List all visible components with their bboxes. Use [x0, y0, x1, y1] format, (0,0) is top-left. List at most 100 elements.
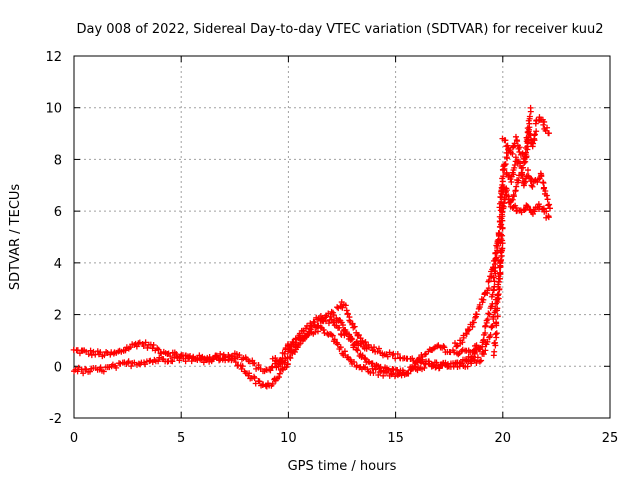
data-point	[380, 367, 387, 374]
data-point	[533, 128, 540, 135]
data-point	[504, 155, 511, 162]
data-point	[232, 359, 239, 366]
data-point	[342, 302, 349, 309]
data-point	[169, 358, 176, 365]
data-point	[489, 291, 496, 298]
data-point	[510, 191, 517, 198]
data-point	[142, 339, 149, 346]
data-point	[523, 153, 530, 160]
data-point	[512, 154, 519, 161]
x-tick-label: 15	[387, 431, 404, 446]
data-point	[470, 347, 477, 354]
data-point	[513, 183, 520, 190]
data-point	[472, 314, 479, 321]
data-point	[74, 368, 81, 375]
data-point	[519, 169, 526, 176]
data-point	[493, 320, 500, 327]
data-point	[441, 344, 448, 351]
data-point	[487, 331, 494, 338]
data-point	[499, 232, 506, 239]
data-point	[463, 330, 470, 337]
data-point	[497, 257, 504, 264]
data-point	[325, 310, 332, 317]
data-point	[284, 360, 291, 367]
data-point	[492, 339, 499, 346]
data-point	[82, 365, 89, 372]
data-point	[320, 317, 327, 324]
data-point	[336, 324, 343, 331]
data-point	[329, 332, 336, 339]
data-point	[331, 336, 338, 343]
y-tick-label: 12	[45, 50, 62, 65]
data-point	[113, 364, 120, 371]
data-point	[286, 346, 293, 353]
data-point	[391, 373, 398, 380]
data-point	[498, 221, 505, 228]
data-point	[482, 329, 489, 336]
x-tick-label: 10	[280, 431, 297, 446]
data-point	[300, 335, 307, 342]
data-point	[508, 179, 515, 186]
data-point	[511, 162, 518, 169]
data-point	[217, 350, 224, 357]
x-tick-label: 25	[602, 431, 619, 446]
data-point	[351, 341, 358, 348]
data-point	[524, 167, 531, 174]
chart-title: Day 008 of 2022, Sidereal Day-to-day VTE…	[76, 22, 603, 37]
data-point	[546, 205, 553, 212]
data-point	[339, 322, 346, 329]
data-point	[492, 256, 499, 263]
data-point	[122, 347, 129, 354]
data-point	[251, 359, 258, 366]
data-point	[415, 355, 422, 362]
data-point	[314, 328, 321, 335]
data-point	[276, 370, 283, 377]
data-point	[520, 164, 527, 171]
data-point	[512, 133, 519, 140]
data-point	[489, 264, 496, 271]
data-point	[421, 364, 428, 371]
data-point	[540, 121, 547, 128]
y-tick-label: 4	[54, 257, 62, 272]
data-point	[500, 173, 507, 180]
data-point	[531, 208, 538, 215]
data-point	[469, 348, 476, 355]
data-point	[509, 196, 516, 203]
data-point	[421, 351, 428, 358]
data-point	[486, 311, 493, 318]
data-point	[433, 359, 440, 366]
data-point	[239, 363, 246, 370]
data-point	[544, 196, 551, 203]
x-axis-label: GPS time / hours	[288, 459, 397, 474]
data-point	[494, 305, 501, 312]
data-point	[213, 354, 220, 361]
data-point	[497, 269, 504, 276]
data-point	[546, 201, 553, 208]
data-point	[486, 277, 493, 284]
data-point	[496, 275, 503, 282]
data-point	[251, 375, 258, 382]
data-point	[284, 354, 291, 361]
data-point	[339, 304, 346, 311]
data-point	[524, 129, 531, 136]
data-point	[509, 150, 516, 157]
data-point	[293, 339, 300, 346]
data-point	[371, 344, 378, 351]
data-point	[394, 350, 401, 357]
data-point	[220, 351, 227, 358]
data-point	[100, 368, 107, 375]
y-tick-label: -2	[49, 412, 62, 427]
data-point	[325, 320, 332, 327]
data-point	[440, 343, 447, 350]
data-point	[354, 347, 361, 354]
data-point	[526, 113, 533, 120]
data-point	[499, 225, 506, 232]
grid	[74, 56, 610, 418]
data-point	[236, 352, 243, 359]
data-point	[204, 354, 211, 361]
plot-frame	[73, 55, 611, 419]
data-point	[524, 137, 531, 144]
data-point	[498, 247, 505, 254]
data-point	[499, 209, 506, 216]
